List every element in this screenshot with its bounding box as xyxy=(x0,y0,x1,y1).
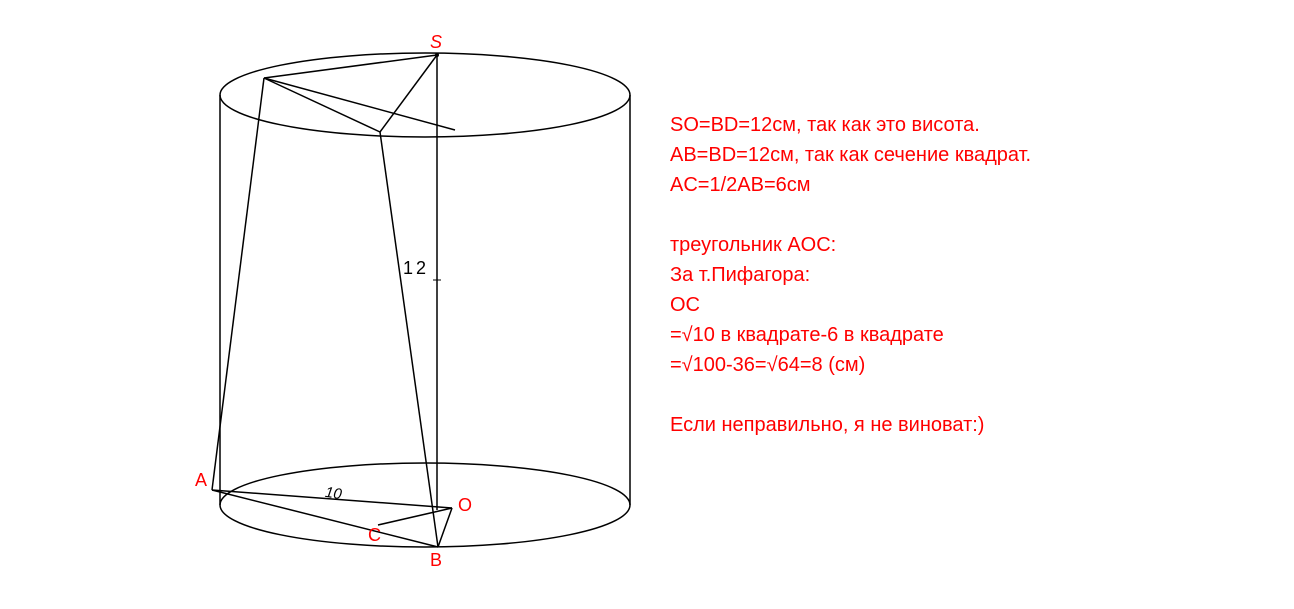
label-s: S xyxy=(430,32,442,53)
solution-text: SO=BD=12см, так как это висота. AB=BD=12… xyxy=(670,110,1270,440)
point-s-dot xyxy=(435,53,439,57)
line-9: Если неправильно, я не виноват:) xyxy=(670,410,1270,440)
label-o: O xyxy=(458,495,472,516)
label-a: A xyxy=(195,470,207,491)
section-right-edge xyxy=(380,132,438,547)
spacer-1 xyxy=(670,200,1270,230)
line-5: За т.Пифагора: xyxy=(670,260,1270,290)
label-ten: 10 xyxy=(324,484,343,503)
label-b: B xyxy=(430,550,442,571)
cylinder-bottom-front xyxy=(220,505,630,547)
line-8: =√100-36=√64=8 (см) xyxy=(670,350,1270,380)
line-bo xyxy=(438,508,452,547)
line-1: SO=BD=12см, так как это висота. xyxy=(670,110,1270,140)
spacer-2 xyxy=(670,380,1270,410)
cylinder-top-ellipse xyxy=(220,53,630,137)
line-6: OC xyxy=(670,290,1270,320)
diagram-svg xyxy=(100,40,660,600)
b-top-to-s xyxy=(380,55,437,132)
cylinder-diagram: S A B C O 12 10 xyxy=(100,40,660,600)
cylinder-bottom-back xyxy=(220,463,630,505)
line-4: треугольник AOC: xyxy=(670,230,1270,260)
a-top-to-s xyxy=(264,55,437,78)
label-c: C xyxy=(368,525,381,546)
line-oc xyxy=(378,508,452,525)
line-3: AC=1/2AB=6см xyxy=(670,170,1270,200)
line-7: =√10 в квадрате-6 в квадрате xyxy=(670,320,1270,350)
label-twelve: 12 xyxy=(403,258,429,279)
line-2: AB=BD=12см, так как сечение квадрат. xyxy=(670,140,1270,170)
